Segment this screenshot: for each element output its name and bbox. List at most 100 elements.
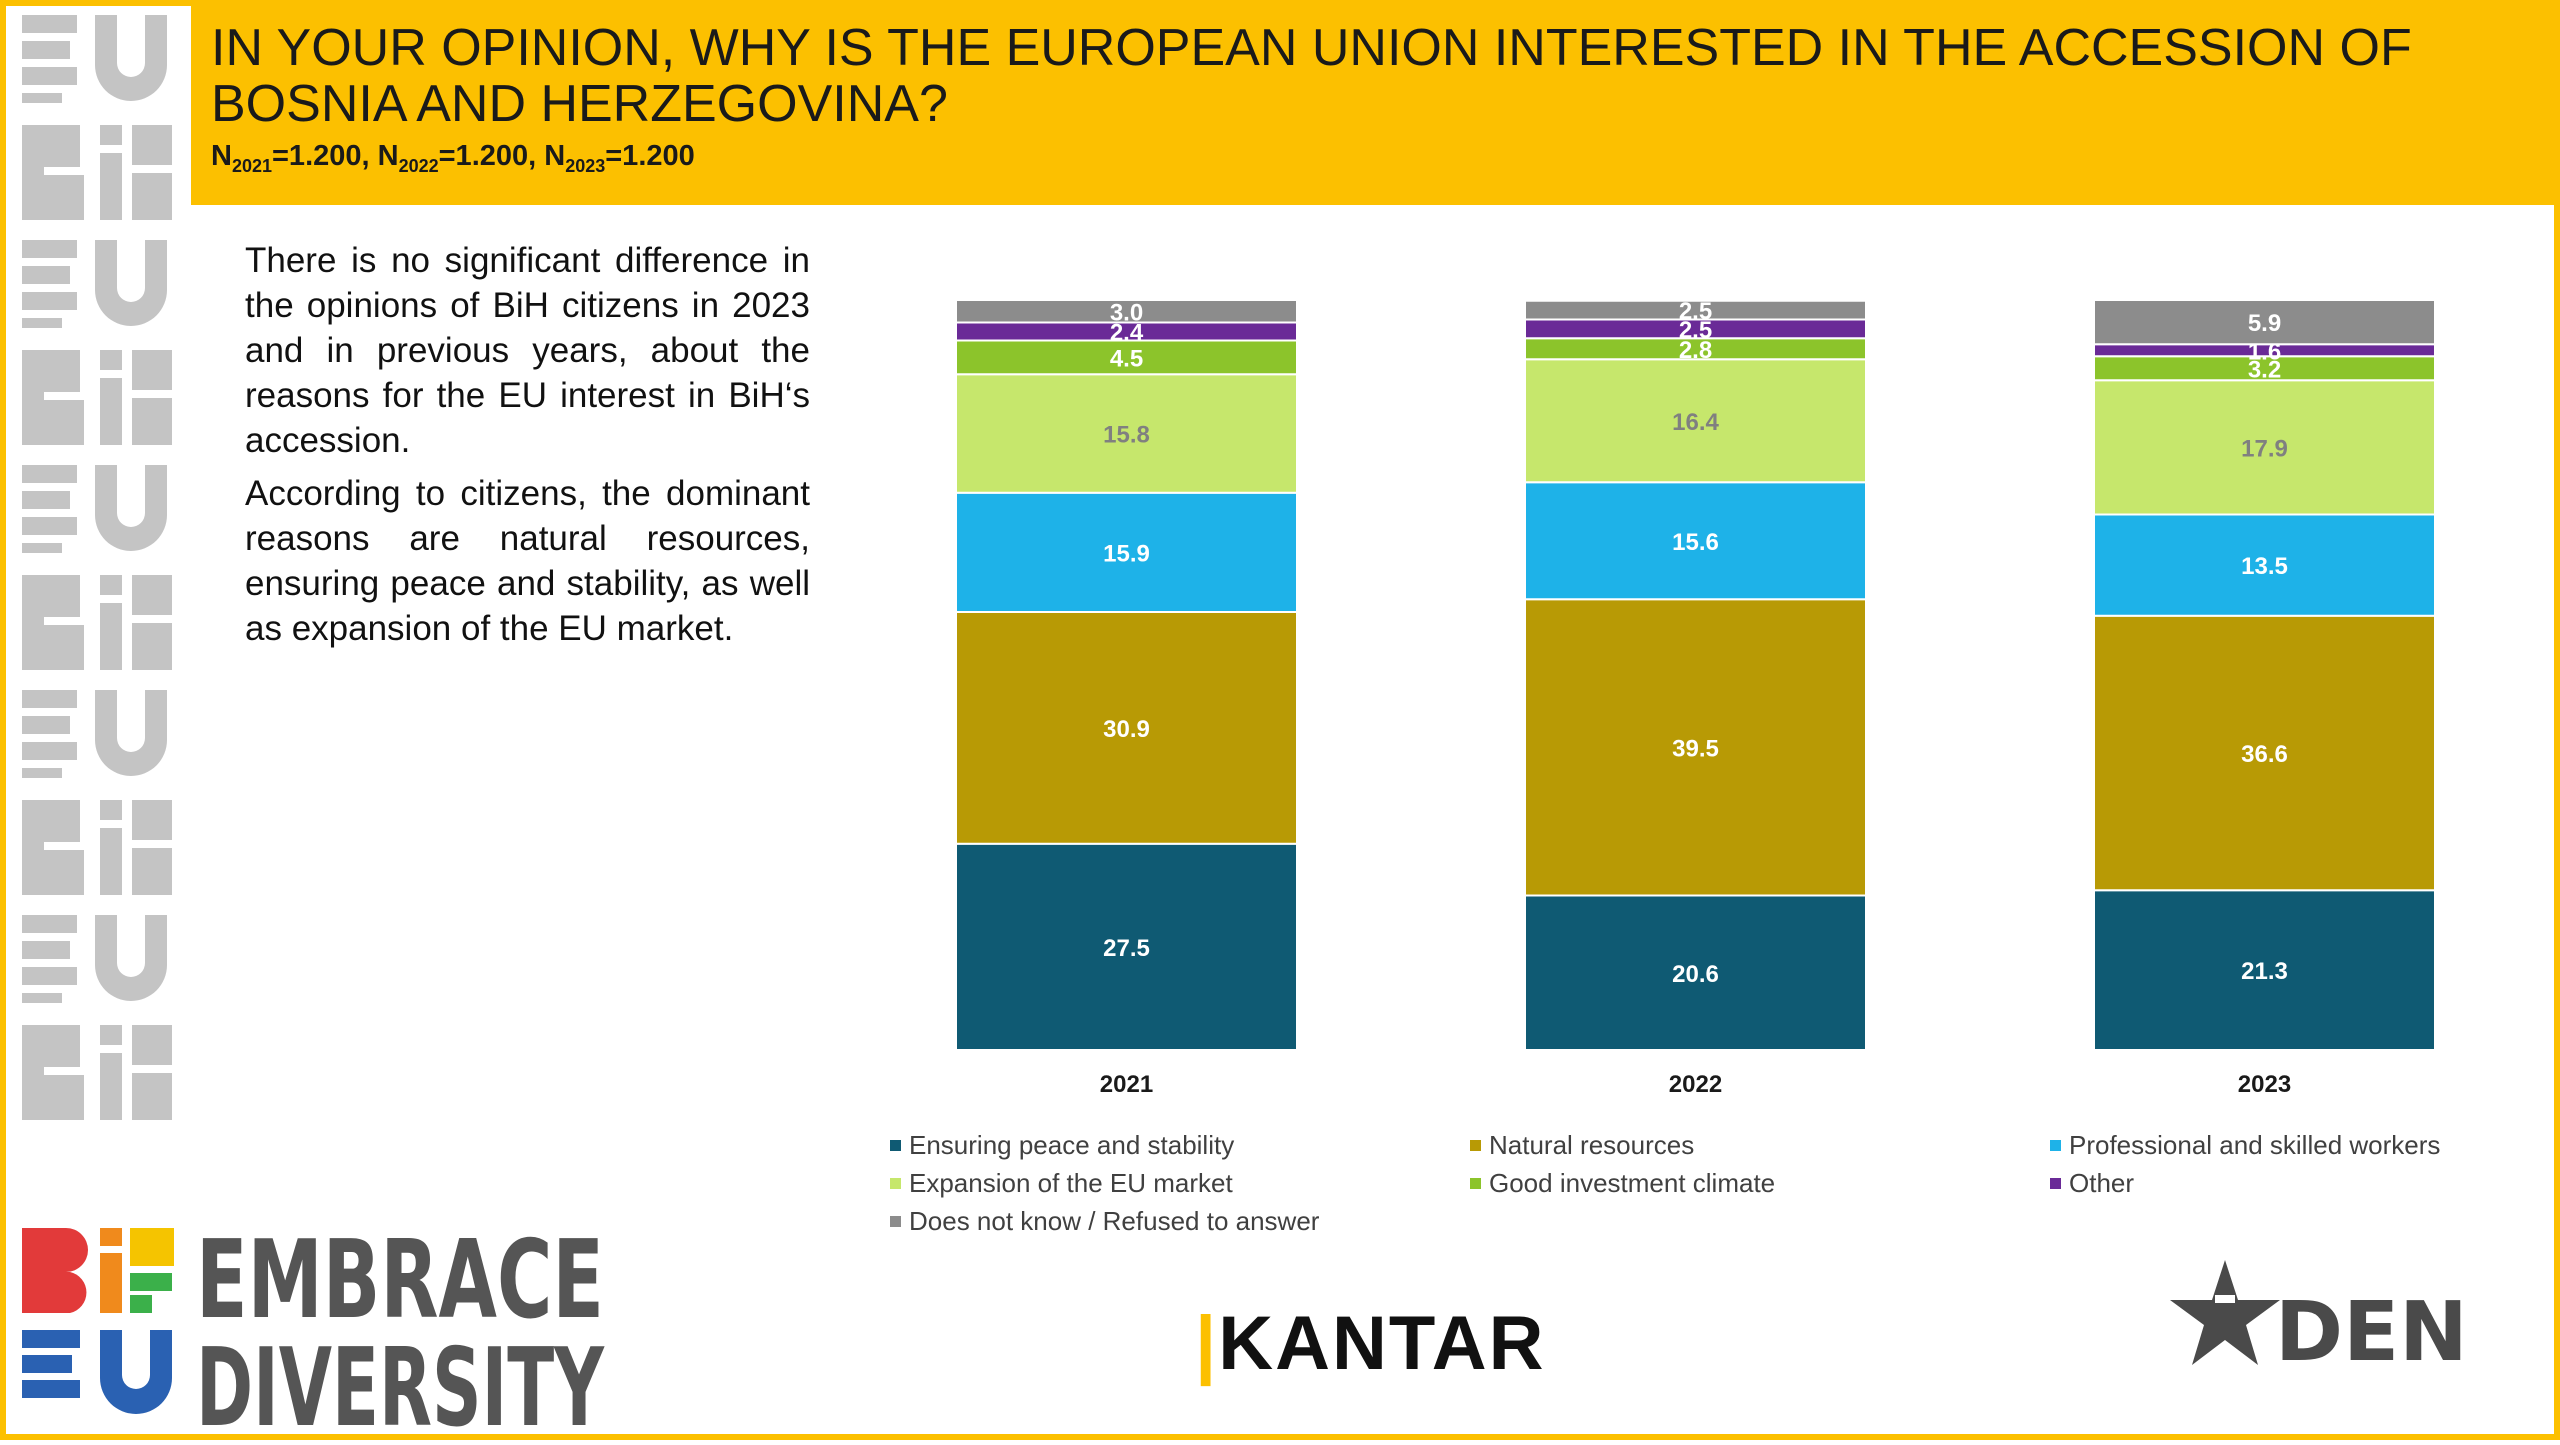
sample-n-label: N [211, 140, 232, 172]
den-logo: DEN [2170, 1255, 2470, 1385]
pattern-block [132, 848, 172, 895]
pattern-block [22, 1025, 44, 1120]
bar-value-label: 17.9 [2241, 435, 2288, 462]
bar-value-label: 2.8 [1679, 337, 1712, 364]
bar-segment [955, 842, 1298, 1051]
pattern-block [22, 93, 62, 103]
bar-segment [2093, 889, 2436, 1051]
bar-segment [1524, 299, 1867, 321]
pattern-block [100, 828, 122, 895]
pattern-block [132, 173, 172, 220]
pattern-block [132, 1025, 172, 1065]
bar-value-label: 2.5 [1679, 317, 1712, 344]
summary-paragraph: There is no significant difference in th… [245, 241, 810, 460]
pattern-block [100, 603, 122, 670]
legend-label: Natural resources [1489, 1129, 1695, 1160]
bar-segment [2093, 513, 2436, 617]
kantar-logo: |KANTAR [1195, 1300, 1545, 1387]
pattern-block [44, 1025, 80, 1067]
legend-label: Good investment climate [1489, 1167, 1776, 1198]
pattern-block [22, 318, 62, 328]
x-axis-tick-label: 2023 [2238, 1071, 2291, 1098]
bar-value-label: 5.9 [2248, 310, 2281, 337]
bar-segment [1524, 358, 1867, 484]
bar-segment [1524, 598, 1867, 897]
sample-n-value: =1.200, [438, 140, 545, 172]
pattern-block [44, 400, 84, 445]
legend-label: Professional and skilled workers [2069, 1129, 2441, 1160]
pattern-block [44, 125, 80, 167]
bar-segment [955, 373, 1298, 494]
pattern-letter-u [95, 240, 167, 326]
pattern-block [22, 41, 70, 59]
pattern-block [44, 800, 80, 842]
pattern-letter-u [95, 15, 167, 101]
bar-segment [1524, 481, 1867, 601]
pattern-block [44, 1075, 84, 1120]
sample-n-value: =1.200, [272, 140, 378, 172]
brand-pattern-graphic [22, 15, 172, 1120]
pattern-block [22, 517, 77, 535]
pattern-block [44, 850, 84, 895]
pattern-block [22, 742, 77, 760]
sample-n-label: N [544, 140, 566, 172]
bar-segment [955, 299, 1298, 324]
legend-item: Expansion of the EU market [890, 1168, 1470, 1198]
sample-size: N2021=1.200, N2022=1.200, N2023=1.200 [211, 140, 695, 177]
pattern-block [100, 350, 122, 370]
pattern-block [22, 67, 77, 85]
bar-value-label: 21.3 [2241, 958, 2288, 985]
pattern-letter-u [95, 915, 167, 1001]
pattern-block [22, 768, 62, 778]
pattern-block [22, 491, 70, 509]
summary-paragraph: According to citizens, the dominant reas… [245, 474, 810, 648]
bar-segment [955, 491, 1298, 613]
pattern-block [44, 175, 84, 220]
pattern-letter-u [95, 465, 167, 551]
embrace-word: EMBRACE [196, 1218, 604, 1343]
legend-item: Natural resources [1470, 1130, 2050, 1160]
summary-text: There is no significant difference in th… [245, 238, 810, 659]
pattern-block [22, 690, 77, 708]
pattern-block [44, 575, 80, 617]
bih-eu-logo-icon: EMBRACE DIVERSITY [22, 1218, 605, 1445]
legend-swatch [890, 1215, 901, 1227]
legend-item: Ensuring peace and stability [890, 1130, 1470, 1160]
pattern-block [22, 993, 62, 1003]
legend-swatch [2050, 1177, 2061, 1189]
pattern-block [100, 125, 122, 145]
x-axis-tick-label: 2022 [1669, 1071, 1722, 1098]
bar-value-label: 2.5 [1679, 298, 1712, 325]
pattern-block [22, 292, 77, 310]
diversity-word: DIVERSITY [196, 1326, 605, 1440]
pattern-block [132, 800, 172, 840]
pattern-letter-u [95, 690, 167, 776]
embrace-diversity-logo: EMBRACE DIVERSITY [0, 1205, 620, 1445]
pattern-block [100, 153, 122, 220]
bar-value-label: 4.5 [1110, 345, 1143, 372]
bar-segment [955, 611, 1298, 845]
legend-item: Professional and skilled workers [2050, 1130, 2490, 1160]
pattern-block [100, 575, 122, 595]
pattern-block [100, 800, 122, 820]
sample-n-value: =1.200 [605, 140, 695, 172]
sample-n-year: 2021 [231, 155, 272, 176]
bar-value-label: 15.6 [1672, 529, 1719, 556]
den-star-icon: DEN [2170, 1260, 2468, 1380]
pattern-block [100, 1025, 122, 1045]
legend-label: Expansion of the EU market [909, 1167, 1233, 1198]
bar-segment [2093, 299, 2436, 346]
sample-n-year: 2023 [565, 155, 606, 176]
legend-item: Does not know / Refused to answer [890, 1206, 1470, 1236]
pattern-block [22, 266, 70, 284]
bar-value-label: 16.4 [1672, 409, 1719, 436]
bar-value-label: 3.0 [1110, 299, 1143, 326]
pattern-block [22, 15, 77, 33]
bar-value-label: 36.6 [2241, 741, 2288, 768]
pattern-block [22, 967, 77, 985]
pattern-block [22, 915, 77, 933]
pattern-block [22, 543, 62, 553]
bar-value-label: 20.6 [1672, 961, 1719, 988]
bar-value-label: 15.8 [1103, 422, 1150, 449]
